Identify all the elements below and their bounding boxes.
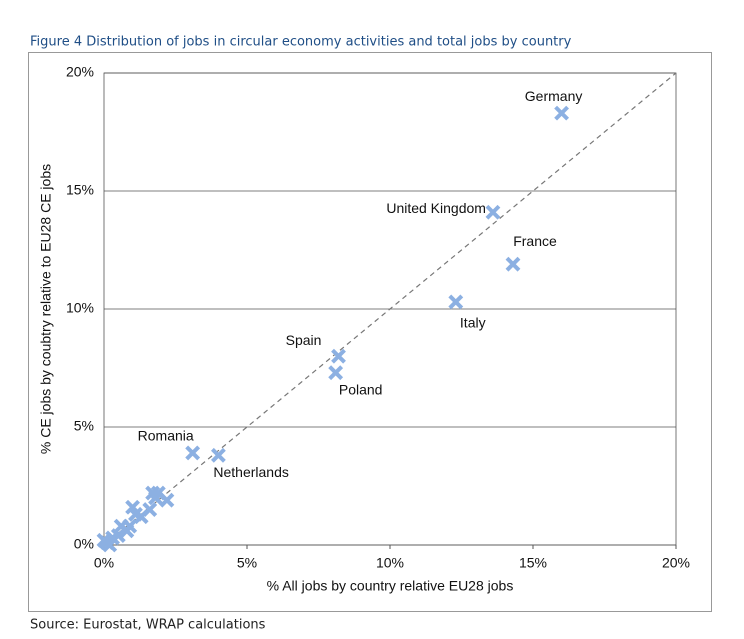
frame: [28, 52, 712, 612]
point: [448, 294, 464, 310]
point: [185, 445, 201, 461]
point: [128, 506, 143, 522]
x-tick-label: 10%: [376, 555, 404, 571]
point: [102, 537, 118, 553]
y-axis-label: % CE jobs by coubtry relative to EU28 CE…: [38, 164, 54, 454]
point-label: Italy: [460, 315, 486, 331]
point-label: Romania: [138, 428, 194, 444]
plot-border: [103, 72, 677, 546]
point: [331, 348, 346, 364]
y-tick-label: 10%: [66, 300, 94, 316]
point-label: Poland: [339, 381, 383, 397]
chart-title: Figure 4 Distribution of jobs in circula…: [30, 35, 572, 50]
point-label: Germany: [525, 88, 583, 104]
point-label: Spain: [286, 332, 322, 348]
y-tick-label: 0%: [74, 536, 94, 552]
x-axis-label: % All jobs by country relative EU28 jobs: [267, 578, 514, 594]
y-tick-label: 20%: [66, 64, 94, 80]
source: Source: Eurostat, WRAP calculations: [30, 618, 266, 633]
x-tick-label: 5%: [237, 555, 257, 571]
point: [159, 492, 175, 508]
x-tick-label: 20%: [662, 555, 690, 571]
point-label: United Kingdom: [386, 200, 486, 216]
diagonal: [103, 72, 677, 546]
y-tick-label: 15%: [66, 182, 94, 198]
point: [485, 204, 501, 220]
point: [505, 256, 521, 272]
point: [554, 105, 570, 121]
point: [148, 490, 163, 506]
x-tick-label: 0%: [94, 555, 114, 571]
y-tick-label: 5%: [74, 418, 94, 434]
point: [328, 365, 344, 381]
point-label: Netherlands: [213, 464, 289, 480]
point-label: France: [513, 233, 557, 249]
point: [210, 447, 226, 463]
x-tick-label: 15%: [519, 555, 547, 571]
point: [119, 523, 135, 539]
